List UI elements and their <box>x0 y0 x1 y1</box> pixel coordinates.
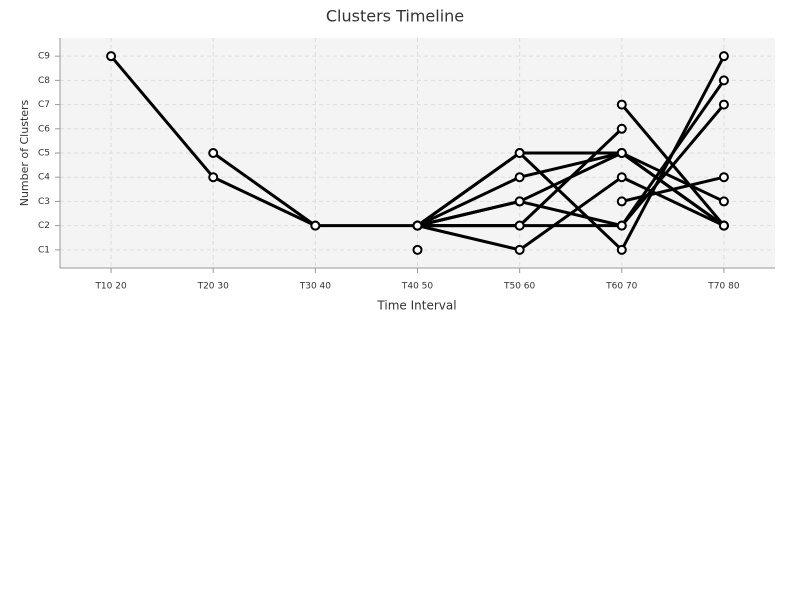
point <box>718 220 729 231</box>
point <box>514 148 525 158</box>
point <box>616 99 627 110</box>
point <box>514 172 525 183</box>
point <box>616 220 627 231</box>
y-tick-label: C1 <box>38 245 50 255</box>
series-line <box>416 151 725 227</box>
point <box>514 196 525 207</box>
point <box>616 172 627 183</box>
point <box>208 148 219 158</box>
point <box>208 172 219 183</box>
point <box>412 244 423 255</box>
chart-title: Clusters Timeline <box>326 7 464 26</box>
y-tick-label: C5 <box>38 149 50 159</box>
point <box>616 196 627 207</box>
point <box>514 220 525 231</box>
series-line <box>417 175 725 252</box>
y-tick-label: C4 <box>38 173 50 183</box>
y-tick-label: C3 <box>38 197 50 207</box>
x-axis-label: Time Interval <box>376 299 456 313</box>
point <box>718 51 729 62</box>
point <box>616 123 627 134</box>
x-tick-label: T70 80 <box>707 282 740 292</box>
y-axis-label: Number of Clusters <box>18 99 31 206</box>
point <box>310 220 321 231</box>
point <box>514 244 525 255</box>
y-tick-label: C7 <box>38 100 50 110</box>
x-tick-label: T30 40 <box>299 282 332 292</box>
x-tick-label: T10 20 <box>94 282 127 292</box>
point <box>718 172 729 183</box>
y-tick-label: C2 <box>38 221 50 231</box>
point <box>718 75 729 86</box>
point <box>106 51 117 62</box>
point <box>718 196 729 207</box>
x-tick-label: T20 30 <box>197 282 230 292</box>
point <box>616 244 627 255</box>
point <box>412 220 423 231</box>
x-tick-label: T40 50 <box>401 282 434 292</box>
point <box>616 148 627 158</box>
x-tick-label: T50 60 <box>503 282 536 292</box>
y-tick-label: C6 <box>38 124 50 134</box>
series-line <box>620 103 726 227</box>
y-tick-label: C8 <box>38 76 50 86</box>
x-tick-label: T60 70 <box>605 282 638 292</box>
point <box>718 99 729 110</box>
series-line <box>212 151 317 227</box>
y-tick-label: C9 <box>38 52 50 62</box>
